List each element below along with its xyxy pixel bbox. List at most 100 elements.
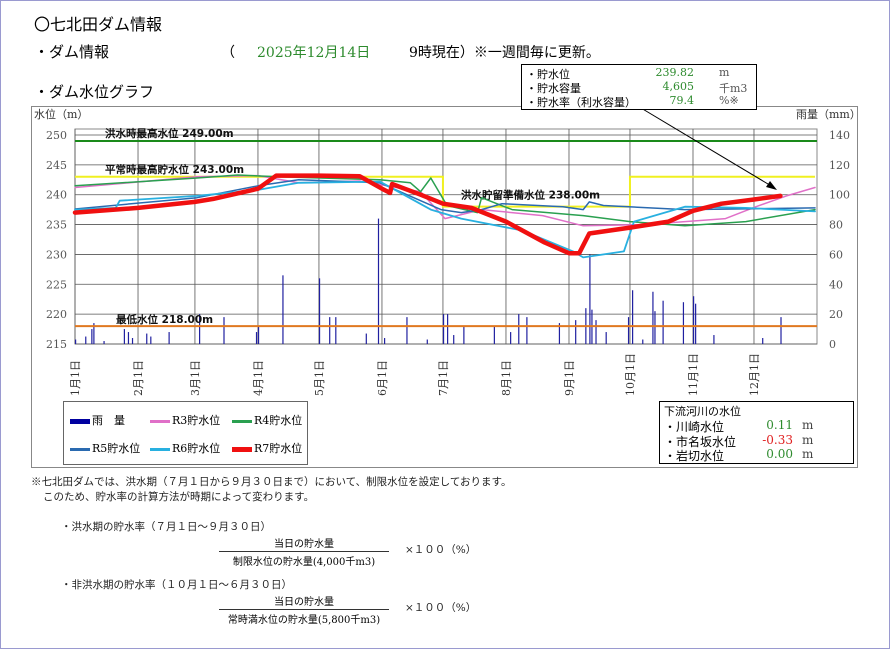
- rain-bar: [510, 332, 512, 344]
- unit: m: [802, 447, 814, 461]
- legend-swatch: [232, 419, 252, 423]
- legend-label: R5貯水位: [92, 442, 141, 455]
- label: ・貯水位: [526, 68, 570, 81]
- rain-bar: [365, 333, 367, 344]
- y-axis-label: 水位（m）: [34, 107, 88, 121]
- rain-bar: [223, 317, 225, 344]
- rain-bar: [575, 320, 577, 344]
- y2-tick-label: 0: [829, 338, 836, 351]
- y2-tick-label: 100: [829, 189, 850, 202]
- x-tick-label: 12月1日: [748, 353, 761, 396]
- rain-bar: [123, 329, 125, 344]
- y-tick-label: 225: [46, 278, 67, 291]
- dam-info-label: ・ダム情報: [34, 43, 110, 61]
- rain-bar: [199, 314, 201, 344]
- reference-line-label: 洪水貯留準備水位 238.00m: [461, 189, 600, 202]
- callout-row-volume: ・貯水容量 4,605 千m3: [526, 80, 752, 95]
- numerator: 当日の貯水量: [219, 593, 389, 610]
- x-tick-label: 5月1日: [313, 360, 326, 396]
- denominator: 制限水位の貯水量(4,000千m3): [232, 557, 376, 568]
- rain-bar: [526, 317, 528, 344]
- legend-swatch: [70, 447, 90, 451]
- rain-bar: [692, 296, 695, 344]
- rain-bar: [518, 314, 520, 344]
- y2-tick-label: 40: [829, 278, 843, 291]
- plot-area: [74, 128, 818, 345]
- x-tick-label: 6月1日: [376, 360, 389, 396]
- downstream-row: ・岩切水位 0.00 m: [664, 447, 849, 463]
- rain-bar: [318, 278, 321, 344]
- series-line-R7貯水位: [72, 173, 783, 256]
- rain-bar: [127, 332, 130, 344]
- unit: m: [802, 418, 814, 432]
- x-tick-label: 3月1日: [189, 360, 202, 396]
- callout-row-rate: ・貯水率（利水容量） 79.4 %※: [526, 94, 752, 109]
- x-tick-label: 9月1日: [563, 360, 576, 396]
- rain-bar: [255, 332, 258, 344]
- reference-line-label: 洪水時最高水位 249.00m: [105, 127, 234, 140]
- legend-swatch: [232, 446, 252, 452]
- nonflood-rate-formula: 当日の貯水量 常時満水位の貯水量(5,800千m3): [219, 593, 389, 626]
- legend-item: R3貯水位: [150, 412, 220, 427]
- update-date: 2025年12月14日: [257, 45, 371, 61]
- y2-tick-label: 140: [829, 129, 850, 142]
- x-tick-label: 4月1日: [252, 360, 265, 396]
- chart-frame: [31, 106, 858, 468]
- value: 0.00: [766, 447, 793, 461]
- rain-bar: [85, 336, 87, 344]
- callout-arrow: [640, 107, 774, 188]
- rain-bar: [762, 338, 764, 344]
- rain-bar: [442, 314, 445, 344]
- rain-bar: [131, 338, 134, 344]
- unit: %※: [719, 94, 739, 107]
- legend-swatch: [150, 447, 170, 451]
- downstream-levels-box: 下流河川の水位 ・川崎水位 0.11 m ・市名坂水位 -0.33 m ・岩切水位 0.0…: [659, 401, 854, 464]
- current-status-callout: ・貯水位 239.82 m ・貯水容量 4,605 千m3 ・貯水率（利水容量） 79.4…: [521, 64, 757, 110]
- x-tick-label: 10月1日: [624, 353, 637, 396]
- y-tick-label: 250: [46, 129, 67, 142]
- series-line-R6貯水位: [74, 180, 816, 259]
- y2-axis-label: 雨量（mm）: [796, 108, 861, 121]
- rain-bar: [595, 320, 597, 344]
- note-line-2: このため、貯水率の計算方法が時期によって変わります。: [43, 491, 315, 503]
- update-time-note: 9時現在）※一週間毎に更新。: [409, 45, 600, 61]
- unit: 千m3: [719, 82, 748, 95]
- legend-item: R7貯水位: [232, 440, 302, 455]
- rain-bar: [627, 317, 630, 344]
- label: ・貯水率（利水容量）: [526, 96, 636, 109]
- rain-bar: [282, 275, 284, 344]
- series-line-R5貯水位: [74, 179, 816, 214]
- y2-tick-label: 60: [829, 248, 843, 261]
- rain-bar: [447, 314, 449, 344]
- label: ・岩切水位: [664, 449, 725, 463]
- y2-tick-label: 80: [829, 219, 843, 232]
- legend-swatch: [70, 418, 90, 424]
- nonflood-rate-title: ・非洪水期の貯水率（１０月１日～６月３０日）: [61, 579, 292, 591]
- rain-bar: [329, 317, 331, 344]
- nonflood-rate-multiplier: ×１００（%）: [405, 602, 477, 614]
- legend-item: R5貯水位: [70, 440, 141, 455]
- flood-rate-multiplier: ×１００（%）: [405, 544, 477, 556]
- reference-line-label: 最低水位 218.00m: [116, 313, 213, 326]
- rain-bar: [453, 335, 455, 344]
- rain-bar: [257, 326, 260, 344]
- y-tick-label: 240: [46, 189, 67, 202]
- rain-bar: [103, 341, 105, 344]
- x-tick-label: 8月1日: [500, 360, 513, 396]
- y2-tick-label: 120: [829, 159, 850, 172]
- rain-bar: [150, 336, 152, 344]
- value: 4,605: [662, 80, 695, 93]
- rain-bar: [146, 333, 148, 344]
- downstream-title: 下流河川の水位: [664, 405, 741, 418]
- rain-bar: [463, 326, 465, 344]
- rain-bar: [662, 300, 664, 344]
- rain-bar: [383, 338, 386, 344]
- downstream-row: ・川崎水位 0.11 m: [664, 418, 849, 434]
- rain-bar: [91, 329, 93, 344]
- rain-bar: [780, 317, 782, 344]
- y-tick-label: 215: [46, 338, 67, 351]
- rain-bar: [695, 303, 697, 344]
- value: 79.4: [669, 94, 695, 107]
- x-tick-label: 11月1日: [687, 353, 700, 396]
